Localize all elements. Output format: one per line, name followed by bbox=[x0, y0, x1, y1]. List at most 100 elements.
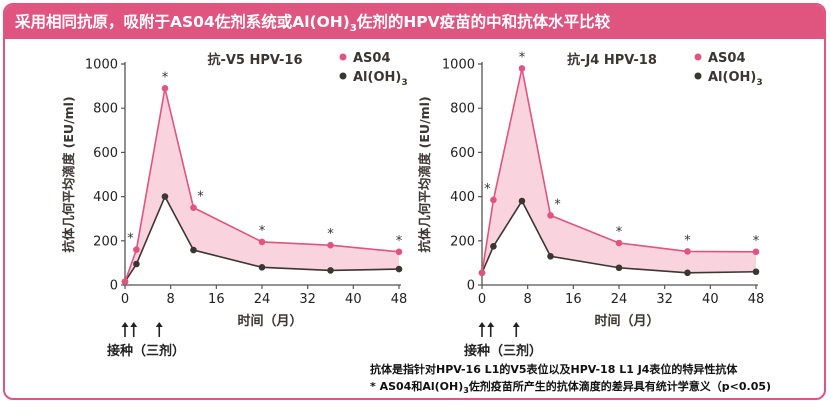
chart-title: 抗-V5 HPV-16 bbox=[207, 52, 302, 68]
y-tick-label: 1000 bbox=[85, 58, 118, 73]
significance-asterisk: * bbox=[684, 233, 691, 248]
legend-marker bbox=[694, 72, 702, 80]
y-tick-label: 800 bbox=[93, 102, 118, 117]
dose-arrow-head bbox=[155, 322, 163, 327]
y-axis-label: 抗体几何平均滴度 (EU/ml) bbox=[61, 96, 76, 252]
data-point-as04 bbox=[752, 248, 760, 256]
data-point-aloh bbox=[547, 252, 554, 260]
dose-arrow bbox=[487, 322, 495, 337]
data-point-as04 bbox=[190, 204, 197, 211]
data-point-as04 bbox=[395, 248, 403, 256]
dose-arrow-head bbox=[487, 322, 495, 327]
data-point-as04 bbox=[133, 246, 140, 253]
dose-arrow bbox=[130, 322, 138, 337]
legend-marker bbox=[339, 72, 347, 80]
y-axis-label: 抗体几何平均滴度 (EU/ml) bbox=[417, 96, 432, 252]
legend-label-subscript: 3 bbox=[401, 78, 407, 88]
x-tick-label: 32 bbox=[299, 292, 316, 307]
x-axis-label: 时间（月） bbox=[594, 313, 659, 329]
significance-asterisk: * bbox=[484, 182, 491, 197]
title-subscript: 3 bbox=[349, 23, 357, 35]
figure-frame: 采用相同抗原，吸附于AS04佐剂系统或Al(OH)3佐剂的HPV疫苗的中和抗体水… bbox=[3, 3, 826, 400]
footnote-line-2-end: 佐剂疫苗所产生的抗体滴度的差异具有统计学意义（p<0.05) bbox=[468, 380, 772, 393]
chart-1: 0 200 400 600 800 1000 0 8 16 24 32 40 48 抗体几何平均滴度 (E… bbox=[61, 51, 408, 359]
y-tick-label: 200 bbox=[450, 234, 475, 249]
data-point-as04 bbox=[161, 85, 169, 92]
y-tick-label: 400 bbox=[93, 190, 118, 205]
dose-arrow bbox=[478, 322, 486, 337]
data-point-as04 bbox=[684, 248, 691, 255]
x-tick-label: 40 bbox=[702, 292, 719, 307]
dose-arrow bbox=[121, 322, 129, 337]
legend-marker bbox=[694, 53, 702, 61]
x-tick-label: 0 bbox=[478, 292, 486, 307]
x-tick-label: 40 bbox=[345, 292, 362, 307]
footnote-line-2-text: * AS04和Al(OH) bbox=[370, 380, 464, 393]
data-point-aloh bbox=[161, 193, 169, 200]
data-point-as04 bbox=[258, 238, 266, 246]
x-tick-label: 16 bbox=[565, 292, 582, 307]
difference-area bbox=[482, 68, 756, 273]
y-tick-label: 800 bbox=[450, 102, 475, 117]
legend-marker bbox=[339, 53, 347, 61]
legend-label-subscript: 3 bbox=[756, 78, 762, 88]
y-tick-label: 0 bbox=[467, 279, 475, 294]
significance-asterisk: * bbox=[753, 234, 760, 249]
legend-label: Al(OH)3 bbox=[708, 70, 763, 88]
significance-asterisk: * bbox=[327, 227, 334, 242]
data-point-as04 bbox=[490, 196, 497, 204]
footnote-line-2: * AS04和Al(OH)3佐剂疫苗所产生的抗体滴度的差异具有统计学意义（p<0… bbox=[370, 378, 771, 395]
significance-asterisk: * bbox=[197, 190, 204, 205]
dose-arrow-head bbox=[130, 322, 138, 327]
footnote-line-1: 抗体是指针对HPV-16 L1的V5表位以及HPV-18 L1 J4表位的特异性… bbox=[370, 363, 738, 376]
footnote-subscript: 3 bbox=[463, 386, 469, 396]
data-point-as04 bbox=[327, 241, 334, 249]
x-tick-label: 32 bbox=[656, 292, 673, 307]
dose-arrow-head bbox=[512, 322, 520, 327]
y-tick-label: 1000 bbox=[442, 58, 475, 73]
difference-area bbox=[125, 88, 399, 282]
title-text: 采用相同抗原，吸附于AS04佐剂系统或Al(OH) bbox=[15, 13, 350, 31]
data-point-as04 bbox=[615, 239, 623, 247]
y-tick-label: 600 bbox=[450, 146, 475, 161]
legend-label: AS04 bbox=[708, 51, 746, 66]
dose-label: 接种（三剂） bbox=[107, 343, 185, 359]
dose-arrow-head bbox=[478, 322, 486, 327]
data-point-aloh bbox=[490, 243, 497, 250]
chart-title: 抗-J4 HPV-18 bbox=[567, 52, 657, 68]
significance-asterisk: * bbox=[127, 232, 134, 247]
significance-asterisk: * bbox=[616, 225, 623, 240]
significance-asterisk: * bbox=[396, 234, 403, 249]
y-tick-label: 600 bbox=[93, 146, 118, 161]
data-point-as04 bbox=[518, 65, 526, 72]
data-point-as04 bbox=[121, 278, 129, 285]
data-point-aloh bbox=[327, 267, 334, 274]
data-point-as04 bbox=[547, 212, 554, 219]
dose-arrow bbox=[512, 322, 520, 337]
x-tick-label: 8 bbox=[524, 292, 532, 307]
dose-label: 接种（三剂） bbox=[464, 343, 542, 359]
chart-2: 0 200 400 600 800 1000 0 8 16 24 32 40 48 抗体几何平均滴度 (E… bbox=[417, 50, 764, 359]
x-tick-label: 16 bbox=[208, 292, 225, 307]
figure-title: 采用相同抗原，吸附于AS04佐剂系统或Al(OH)3佐剂的HPV疫苗的中和抗体水… bbox=[5, 5, 824, 39]
data-point-aloh bbox=[752, 268, 760, 276]
y-tick-label: 400 bbox=[450, 190, 475, 205]
data-point-aloh bbox=[684, 269, 691, 277]
x-tick-label: 24 bbox=[254, 292, 271, 307]
data-point-as04 bbox=[478, 269, 486, 277]
x-axis-label: 时间（月） bbox=[237, 313, 302, 329]
x-tick-label: 24 bbox=[611, 292, 628, 307]
dose-arrow-head bbox=[121, 322, 129, 327]
y-tick-label: 200 bbox=[93, 234, 118, 249]
x-tick-label: 8 bbox=[167, 292, 175, 307]
data-point-aloh bbox=[615, 264, 623, 272]
data-point-aloh bbox=[395, 265, 403, 273]
dose-arrow bbox=[155, 322, 163, 337]
y-tick-label: 0 bbox=[110, 279, 118, 294]
significance-asterisk: * bbox=[259, 224, 266, 239]
data-point-aloh bbox=[258, 264, 266, 271]
x-tick-label: 48 bbox=[748, 292, 765, 307]
legend-label: AS04 bbox=[353, 51, 391, 66]
x-tick-label: 48 bbox=[391, 292, 408, 307]
